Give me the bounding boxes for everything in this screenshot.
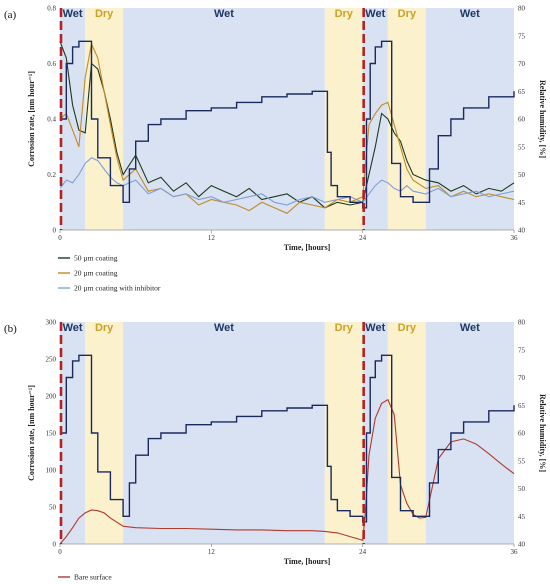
phase-band-dry [324,8,363,230]
y-left-axis-label: Corrosion rate, [nm hour⁻¹] [27,71,36,167]
y-right-tick-label: 65 [518,402,526,410]
phase-band-dry [387,322,426,544]
y-right-tick-label: 40 [518,541,526,549]
legend-label: 50 µm coating [74,254,118,263]
series-line-2 [59,157,515,206]
phase-label: Dry [95,8,114,20]
phase-label: Dry [398,8,417,20]
phase-label: Wet [214,8,234,20]
phase-label: Dry [398,322,417,334]
phase-band-wet [425,322,514,544]
y-left-tick-label: 0 [53,227,57,235]
y-right-tick-label: 45 [518,199,526,207]
phase-label: Dry [335,322,354,334]
y-left-tick-label: 0 [53,541,57,549]
panel-label: (b) [4,323,17,335]
y-right-tick-label: 45 [518,513,526,521]
y-right-tick-label: 75 [518,346,526,354]
y-left-axis-label: Corrosion rate, [nm hour⁻¹] [27,385,36,481]
y-right-tick-label: 50 [518,171,526,179]
phase-label: Dry [95,322,114,334]
y-right-tick-label: 70 [518,60,526,68]
phase-band-wet [123,8,325,230]
legend-label: 20 µm coating [74,269,118,278]
y-left-tick-label: 100 [46,467,57,475]
x-tick-label: 0 [58,234,62,242]
x-tick-label: 12 [208,234,216,242]
humidity-line [60,40,515,209]
y-right-tick-label: 60 [518,116,526,124]
y-left-tick-label: 0.4 [47,116,56,124]
panel-label: (a) [4,9,17,21]
x-tick-label: 36 [511,548,519,556]
phase-label: Wet [63,322,83,334]
phase-label: Wet [365,8,385,20]
panel-b: Wet Dry Wet Dry Wet Dry Wet 0 50 100 150 200 250 300 4… [4,319,547,582]
phase-label: Dry [335,8,354,20]
x-axis-label: Time, [hours] [284,243,331,252]
y-left-tick-label: 0.2 [47,171,56,179]
y-right-tick-label: 60 [518,430,526,438]
y-right-tick-label: 55 [518,457,526,465]
x-axis-label: Time, [hours] [284,557,331,566]
series-line-1 [59,42,515,214]
panel-a: Wet Dry Wet Dry Wet Dry Wet 0 0.2 0.4 0.6 0.8 40 45 50… [4,5,547,293]
y-right-tick-label: 55 [518,143,526,151]
y-right-axis-label: Relative humidity, [%] [538,394,547,472]
y-right-tick-label: 50 [518,485,526,493]
y-left-tick-label: 50 [49,504,57,512]
legend-label: Bare surface [74,573,112,582]
phase-label: Wet [365,322,385,334]
y-right-tick-label: 80 [518,5,526,13]
y-left-tick-label: 150 [46,430,57,438]
y-right-tick-label: 70 [518,374,526,382]
x-tick-label: 12 [208,548,216,556]
x-tick-label: 36 [511,234,519,242]
legend-label: 20 µm coating with inhibitor [74,284,161,293]
phase-label: Wet [460,322,480,334]
series-line-0 [59,398,515,545]
phase-band-dry [324,322,363,544]
phase-band-wet [123,322,325,544]
x-tick-label: 0 [58,548,62,556]
y-left-tick-label: 200 [46,393,57,401]
y-left-tick-label: 0.8 [47,5,56,13]
phase-label: Wet [63,8,83,20]
humidity-line [60,354,515,523]
y-right-tick-label: 80 [518,319,526,327]
phase-label: Wet [214,322,234,334]
y-left-tick-label: 0.6 [47,60,56,68]
x-tick-label: 24 [359,234,367,242]
y-right-tick-label: 65 [518,88,526,96]
y-left-tick-label: 250 [46,356,57,364]
phase-label: Wet [460,8,480,20]
y-right-tick-label: 40 [518,227,526,235]
x-tick-label: 24 [359,548,367,556]
y-right-axis-label: Relative humidity, [%] [538,80,547,158]
y-left-tick-label: 300 [46,319,57,327]
y-right-tick-label: 75 [518,32,526,40]
